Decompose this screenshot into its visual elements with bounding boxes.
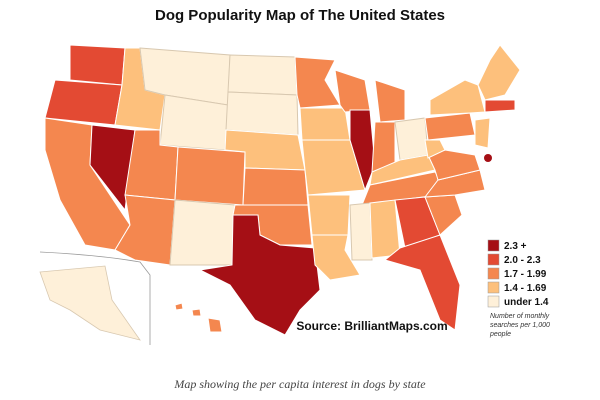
- legend-label: 2.0 - 2.3: [504, 255, 541, 266]
- state: [477, 44, 521, 101]
- state: [349, 202, 373, 261]
- us-map: [44, 44, 521, 336]
- state: [311, 234, 361, 281]
- state: [394, 117, 429, 161]
- title: Dog Popularity Map of The United States: [155, 7, 445, 24]
- hawaii: [191, 308, 202, 317]
- hawaii: [174, 302, 184, 311]
- state: [294, 56, 341, 109]
- state: [89, 124, 136, 212]
- state: [299, 107, 351, 141]
- legend-swatch: [487, 239, 500, 252]
- state: [307, 194, 351, 236]
- legend-swatch: [487, 253, 500, 266]
- legend-label: under 1.4: [504, 297, 549, 308]
- legend-swatch: [487, 281, 500, 294]
- state: [225, 91, 299, 136]
- alaska: [39, 265, 141, 341]
- note: Number of monthly searches per 1,000 peopl…: [489, 313, 550, 338]
- insets: [39, 251, 223, 345]
- state: [374, 79, 406, 123]
- source: Source: BrilliantMaps.com: [296, 319, 447, 333]
- state: [334, 69, 371, 113]
- state: [424, 112, 476, 141]
- state: [159, 94, 229, 151]
- legend-swatch: [487, 267, 500, 280]
- legend: 2.3 + 2.0 - 2.3 1.7 - 1.99 1.4 - 1.69 under …: [487, 239, 549, 308]
- state: [424, 139, 446, 159]
- note-line: Number of monthly: [490, 313, 550, 320]
- state: [474, 117, 491, 149]
- legend-swatch: [487, 295, 500, 308]
- state: [242, 167, 309, 206]
- state: [174, 146, 246, 206]
- state: [198, 214, 321, 336]
- state: [69, 44, 126, 86]
- inset-border: [39, 251, 151, 345]
- legend-label: 1.4 - 1.69: [504, 283, 547, 294]
- state: [44, 79, 123, 126]
- dc-marker: [484, 154, 492, 162]
- state: [484, 99, 516, 113]
- state: [383, 234, 461, 331]
- caption: Map showing the per capita interest in d…: [173, 377, 426, 391]
- state: [349, 109, 376, 192]
- legend-label: 1.7 - 1.99: [504, 269, 547, 280]
- state: [169, 199, 236, 266]
- note-line: people: [489, 331, 511, 338]
- hawaii: [207, 317, 223, 333]
- state: [429, 79, 486, 116]
- legend-label: 2.3 +: [504, 241, 527, 252]
- state: [227, 54, 298, 96]
- note-line: searches per 1,000: [490, 322, 550, 329]
- state: [301, 139, 366, 196]
- state: [369, 199, 401, 259]
